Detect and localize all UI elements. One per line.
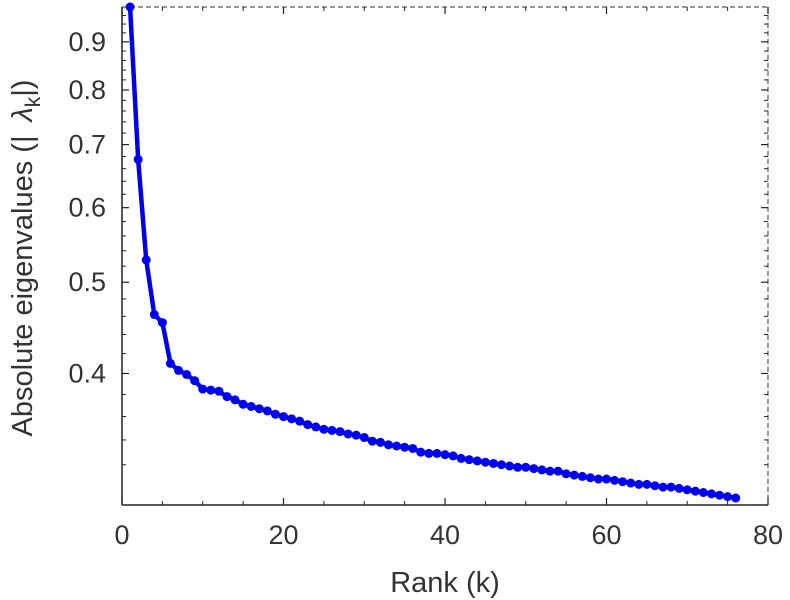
data-point: [165, 358, 175, 368]
data-point: [723, 492, 733, 502]
axis-labels: Rank (k) Absolute eigenvalues (| λk|): [7, 80, 500, 599]
data-point: [351, 430, 361, 440]
eigenvalue-series: [125, 2, 741, 503]
data-point: [343, 429, 353, 439]
data-point: [521, 462, 531, 472]
data-point: [125, 2, 135, 12]
data-point: [682, 485, 692, 495]
data-point: [618, 477, 628, 487]
y-tick-label: 0.5: [68, 267, 106, 297]
data-point: [198, 384, 208, 394]
data-point: [319, 424, 329, 434]
data-point: [392, 441, 402, 451]
x-axis-title: Rank (k): [390, 567, 500, 599]
data-point: [577, 471, 587, 481]
data-point: [254, 404, 264, 414]
data-point: [464, 455, 474, 465]
x-tick-label: 40: [430, 520, 460, 550]
data-point: [610, 475, 620, 485]
data-point: [174, 365, 184, 375]
data-point: [650, 481, 660, 491]
data-point: [480, 457, 490, 467]
data-point: [367, 436, 377, 446]
data-point: [359, 433, 369, 443]
data-point: [642, 479, 652, 489]
data-point: [262, 406, 272, 416]
data-point: [715, 490, 725, 500]
data-point: [214, 386, 224, 396]
data-point: [182, 370, 192, 380]
data-point: [585, 473, 595, 483]
y-tick-label: 0.9: [68, 27, 106, 57]
y-tick-label: 0.4: [68, 358, 106, 388]
data-point: [416, 447, 426, 457]
data-point: [190, 376, 200, 386]
data-point: [432, 448, 442, 458]
data-point: [157, 318, 167, 328]
data-point: [690, 486, 700, 496]
y-axis-title-subscript: k: [22, 96, 45, 107]
data-point: [456, 453, 466, 463]
data-point: [270, 409, 280, 419]
data-point: [238, 399, 248, 409]
y-axis-title: Absolute eigenvalues (| λk|): [7, 80, 45, 437]
y-axis-title-symbol: λ: [7, 107, 39, 123]
series-line: [127, 4, 738, 501]
data-point: [311, 422, 321, 432]
data-point: [222, 392, 232, 402]
data-point: [602, 474, 611, 484]
axes: 0 20 40 60 80 0.4 0.5 0.6 0.7 0.8 0.9: [68, 6, 783, 550]
data-point: [497, 460, 507, 470]
data-point: [529, 464, 539, 474]
data-point: [634, 479, 644, 489]
data-point: [553, 466, 563, 476]
data-point: [593, 474, 603, 484]
data-point: [375, 437, 385, 447]
data-point: [279, 412, 288, 422]
data-point: [149, 310, 159, 320]
data-point: [246, 401, 256, 411]
y-axis-title-prefix: Absolute eigenvalues (|: [7, 136, 39, 437]
data-point: [706, 489, 716, 499]
data-point: [626, 478, 636, 488]
data-point: [133, 154, 143, 164]
data-point: [440, 450, 450, 460]
data-point: [424, 448, 434, 458]
data-point: [698, 488, 708, 498]
data-point: [327, 425, 337, 435]
data-point: [513, 462, 523, 472]
data-point: [303, 420, 313, 430]
data-point: [472, 456, 482, 466]
data-point: [408, 443, 418, 453]
data-point: [448, 451, 458, 461]
y-tick-label: 0.6: [68, 193, 106, 223]
data-point: [569, 470, 579, 480]
data-point: [335, 427, 345, 437]
data-point: [295, 416, 305, 426]
y-tick-label: 0.8: [68, 75, 106, 105]
y-tick-label: 0.7: [68, 130, 106, 160]
x-tick-label: 60: [591, 520, 621, 550]
data-point: [141, 255, 151, 265]
x-tick-label: 80: [753, 520, 783, 550]
x-tick-label: 20: [268, 520, 298, 550]
data-point: [488, 458, 498, 468]
data-point: [400, 442, 410, 452]
data-point: [230, 395, 240, 405]
data-point: [545, 466, 555, 476]
data-point: [383, 440, 393, 450]
data-point: [731, 493, 741, 503]
data-point: [658, 482, 668, 492]
data-point: [505, 461, 515, 471]
x-tick-label: 0: [114, 520, 129, 550]
data-point: [206, 385, 216, 395]
data-point: [666, 482, 676, 492]
data-point: [537, 465, 547, 475]
data-point: [287, 414, 297, 424]
data-point: [561, 469, 571, 479]
data-point: [674, 483, 684, 493]
y-axis-title-suffix: |): [7, 80, 39, 97]
